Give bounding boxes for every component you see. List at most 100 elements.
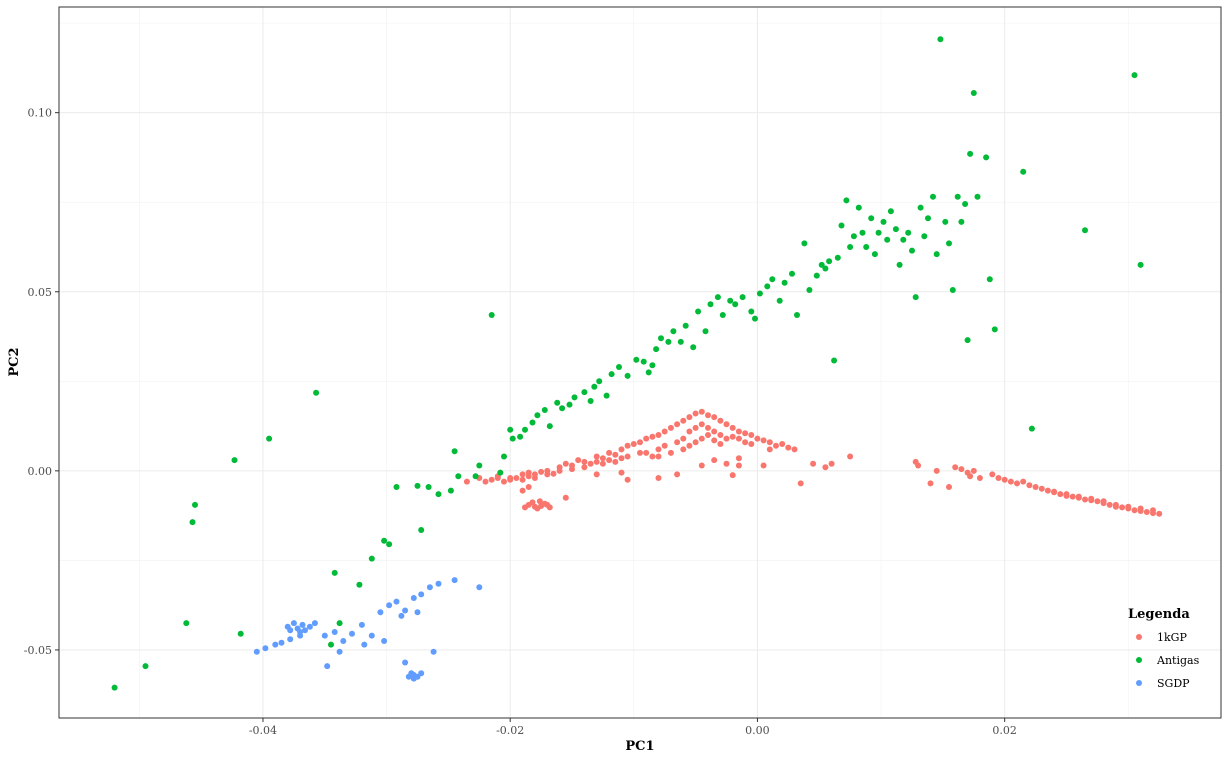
- data-point: [917, 204, 924, 211]
- data-point: [1112, 501, 1119, 508]
- data-point: [519, 476, 526, 483]
- data-point: [748, 441, 755, 447]
- data-point: [680, 435, 687, 442]
- data-point: [472, 473, 479, 480]
- data-point: [513, 475, 520, 481]
- data-point: [569, 466, 575, 473]
- data-point: [912, 294, 919, 301]
- data-point: [818, 261, 825, 268]
- data-point: [764, 283, 771, 290]
- data-point: [1082, 227, 1088, 234]
- data-point: [942, 218, 949, 225]
- y-tick-label: 0.10: [28, 107, 53, 120]
- data-point: [606, 449, 613, 456]
- data-point: [435, 580, 442, 587]
- data-point: [789, 270, 795, 277]
- data-point: [989, 471, 996, 478]
- data-point: [735, 428, 742, 435]
- data-point: [525, 473, 532, 480]
- data-point: [682, 322, 689, 329]
- data-point: [723, 460, 730, 467]
- data-point: [1106, 501, 1113, 508]
- data-point: [670, 328, 677, 335]
- data-point: [402, 659, 409, 666]
- data-point: [381, 537, 388, 544]
- data-point: [769, 276, 776, 283]
- data-point: [896, 261, 903, 268]
- data-point: [991, 326, 998, 333]
- data-point: [544, 471, 551, 478]
- data-point: [714, 294, 721, 301]
- data-point: [591, 383, 598, 390]
- data-point: [680, 417, 687, 424]
- data-point: [847, 244, 854, 250]
- data-point: [686, 414, 693, 421]
- data-point: [587, 398, 594, 404]
- data-point: [655, 432, 662, 438]
- data-point: [266, 435, 273, 442]
- plot-panel-border: [58, 6, 1222, 719]
- data-point: [868, 215, 875, 222]
- data-point: [773, 442, 779, 449]
- data-point: [667, 424, 674, 431]
- data-point: [653, 346, 660, 353]
- data-point: [785, 444, 792, 451]
- data-point: [410, 595, 417, 601]
- data-point: [447, 487, 454, 494]
- data-point: [418, 527, 425, 533]
- data-point: [677, 338, 684, 345]
- data-point: [290, 620, 297, 627]
- data-point: [368, 555, 375, 562]
- data-point: [517, 433, 524, 440]
- data-point: [637, 449, 643, 456]
- data-point: [1094, 498, 1101, 505]
- data-point: [748, 308, 755, 315]
- data-point: [658, 335, 664, 342]
- data-point: [1014, 480, 1020, 487]
- data-point: [828, 460, 835, 467]
- data-point: [426, 584, 433, 591]
- data-point: [529, 499, 536, 506]
- data-point: [760, 437, 767, 444]
- data-point: [386, 602, 393, 609]
- data-point: [970, 467, 977, 474]
- data-point: [711, 437, 718, 444]
- data-point: [1125, 503, 1132, 510]
- data-point: [340, 638, 347, 644]
- data-point: [930, 193, 936, 200]
- data-point: [674, 421, 681, 428]
- data-point: [649, 433, 656, 440]
- data-point: [727, 297, 734, 304]
- x-tick-label: 0.00: [745, 724, 770, 737]
- data-point: [921, 233, 928, 240]
- data-point: [488, 476, 495, 483]
- data-point: [686, 442, 693, 449]
- data-point: [967, 473, 974, 480]
- series-1kgp: [463, 408, 1163, 517]
- data-point: [732, 301, 739, 308]
- data-point: [331, 569, 338, 576]
- data-point: [531, 475, 538, 481]
- data-point: [1143, 509, 1150, 515]
- data-point: [278, 639, 285, 646]
- data-point: [863, 244, 870, 250]
- data-point: [287, 636, 294, 643]
- data-point: [915, 462, 922, 469]
- data-point: [633, 356, 640, 363]
- data-point: [776, 297, 783, 304]
- data-point: [667, 449, 674, 456]
- legend-label: SGDP: [1157, 677, 1190, 690]
- data-point: [402, 607, 409, 614]
- data-point: [729, 424, 736, 431]
- data-point: [302, 627, 308, 634]
- data-point: [624, 442, 631, 449]
- data-point: [946, 240, 952, 247]
- data-point: [324, 663, 331, 670]
- data-point: [742, 439, 749, 446]
- data-point: [958, 218, 965, 225]
- data-point: [838, 222, 845, 229]
- data-point: [729, 433, 736, 440]
- data-point: [476, 584, 483, 591]
- data-point: [559, 405, 566, 412]
- x-tick-label: -0.02: [496, 724, 524, 737]
